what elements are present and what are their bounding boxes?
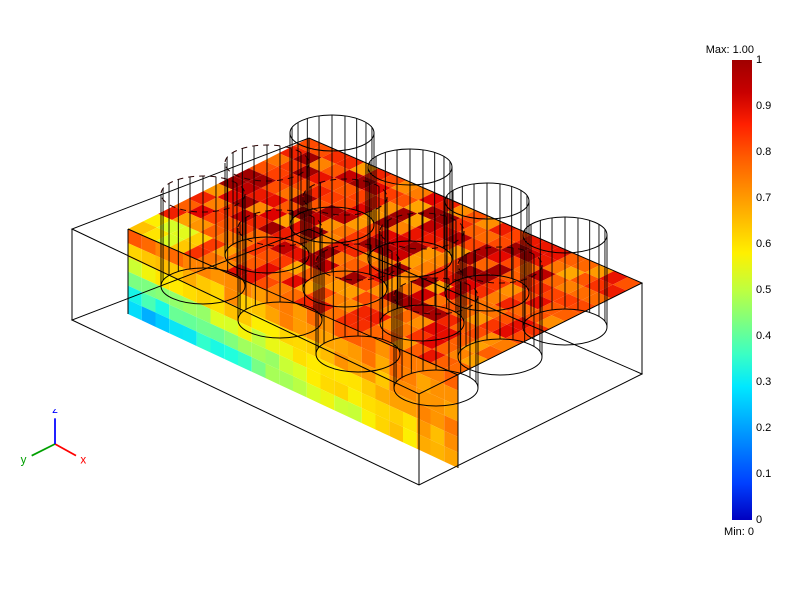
colorbar-tick: 0.3 bbox=[756, 376, 771, 388]
colorbar-tick: 0.5 bbox=[756, 284, 771, 296]
colorbar-tick: 0.6 bbox=[756, 238, 771, 250]
colorbar-svg bbox=[732, 60, 752, 520]
colorbar-tick: 0.1 bbox=[756, 468, 771, 480]
axis-triad: x y z bbox=[20, 409, 90, 479]
figure-container: xyz Max: 1.00 10.90.80.70.60.50.40.30.20… bbox=[0, 0, 800, 599]
triad-axis-label: z bbox=[52, 409, 58, 416]
colorbar: 10.90.80.70.60.50.40.30.20.10 bbox=[732, 60, 752, 520]
colorbar-tick: 0.8 bbox=[756, 146, 771, 158]
plot-svg bbox=[0, 0, 800, 599]
triad-axis-label: y bbox=[21, 453, 27, 466]
colorbar-min-label: Min: 0 bbox=[724, 526, 754, 538]
colorbar-tick: 0.2 bbox=[756, 422, 771, 434]
colorbar-tick: 0.7 bbox=[756, 192, 771, 204]
colorbar-max-label: Max: 1.00 bbox=[706, 44, 754, 56]
colorbar-tick: 1 bbox=[756, 54, 762, 66]
colorbar-tick: 0.4 bbox=[756, 330, 771, 342]
colorbar-tick: 0 bbox=[756, 514, 762, 526]
triad-axis-label: x bbox=[80, 453, 86, 466]
colorbar-tick: 0.9 bbox=[756, 100, 771, 112]
